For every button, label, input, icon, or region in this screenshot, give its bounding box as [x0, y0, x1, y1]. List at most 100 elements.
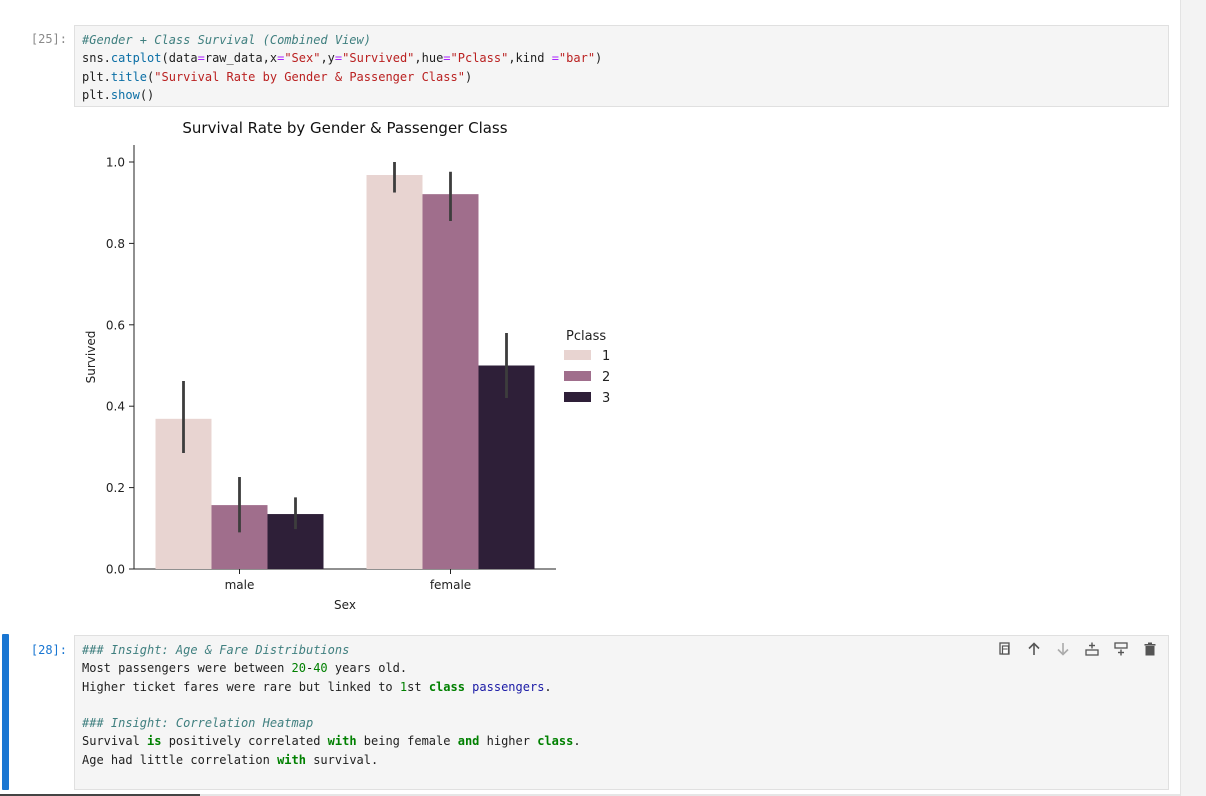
- x-tick-label: female: [430, 578, 471, 592]
- code-token: 40: [313, 661, 328, 676]
- markdown-line: ### Insight: Age & Fare Distributions: [82, 641, 581, 659]
- code-token: Higher ticket fares were rare but linked…: [82, 679, 400, 694]
- legend-label-1: 1: [602, 349, 610, 364]
- y-axis-label: Survived: [84, 331, 98, 384]
- y-tick-label: 0.4: [106, 400, 125, 414]
- code-token: with: [327, 734, 357, 749]
- code-token: =: [443, 51, 451, 66]
- code-token: (): [139, 87, 155, 102]
- code-token: ,kind: [508, 51, 552, 66]
- code-token: ### Insight: Age & Fare Distributions: [82, 643, 350, 657]
- code-token: 1: [399, 679, 408, 694]
- bar-female-class-1: [366, 175, 423, 570]
- code-cell-25[interactable]: #Gender + Class Survival (Combined View)…: [74, 25, 1169, 107]
- x-axis-label: Sex: [334, 598, 356, 612]
- cell-prompt-25: [25]:: [30, 32, 67, 46]
- code-line: sns.catplot(data=raw_data,x="Sex",y="Sur…: [82, 49, 602, 67]
- code-token: class: [537, 734, 574, 749]
- arrow-up-icon[interactable]: [1025, 640, 1043, 658]
- code-token: and: [457, 734, 480, 749]
- markdown-line: Most passengers were between 20-40 years…: [82, 659, 581, 677]
- x-tick-label: male: [225, 578, 255, 592]
- vertical-scrollbar[interactable]: [1180, 0, 1206, 796]
- code-token: "Sex": [284, 51, 321, 66]
- markdown-line: Age had little correlation with survival…: [82, 751, 581, 769]
- legend-swatch-1: [564, 350, 591, 360]
- code-line: #Gender + Class Survival (Combined View): [82, 31, 602, 49]
- survival-bar-chart: Survival Rate by Gender & Passenger Clas…: [84, 119, 610, 612]
- code-token: higher: [479, 734, 538, 749]
- code-token: =: [277, 51, 285, 66]
- code-token: is: [147, 734, 162, 749]
- bar-female-class-3: [478, 365, 535, 569]
- code-token: (data: [161, 51, 198, 66]
- chart-title: Survival Rate by Gender & Passenger Clas…: [182, 119, 507, 137]
- code-token: .: [573, 734, 581, 749]
- legend-label-2: 2: [602, 370, 610, 385]
- markdown-cell-28[interactable]: ### Insight: Age & Fare Distributions Mos…: [74, 635, 1169, 790]
- legend-title: Pclass: [566, 329, 606, 344]
- code-token: (: [147, 69, 155, 84]
- code-token: =: [551, 51, 559, 66]
- code-token: -: [305, 661, 314, 676]
- code-token: [82, 698, 89, 712]
- markdown-line: ### Insight: Correlation Heatmap: [82, 714, 581, 732]
- cell-prompt-28: [28]:: [30, 643, 67, 657]
- code-token: show: [110, 87, 140, 102]
- y-tick-label: 0.2: [106, 481, 125, 495]
- code-token: being female: [356, 734, 458, 749]
- markdown-line: [82, 696, 581, 714]
- insert-above-icon[interactable]: [1083, 640, 1101, 658]
- code-line: plt.title("Survival Rate by Gender & Pas…: [82, 68, 602, 86]
- code-token: =: [197, 51, 205, 66]
- code-token: ,y: [320, 51, 335, 66]
- code-lines-25: #Gender + Class Survival (Combined View)…: [82, 31, 602, 104]
- code-token: plt.: [82, 87, 111, 102]
- code-token: "Pclass": [450, 51, 509, 66]
- horizontal-scrollbar[interactable]: [0, 794, 1180, 796]
- cell-toolbar: [996, 640, 1159, 658]
- code-token: ,hue: [414, 51, 444, 66]
- markdown-line: Survival is positively correlated with b…: [82, 732, 581, 750]
- code-token: title: [110, 69, 148, 84]
- code-token: passengers: [472, 679, 545, 694]
- code-token: class: [428, 679, 465, 694]
- code-token: ): [595, 51, 603, 66]
- y-tick-label: 0.8: [106, 237, 125, 251]
- code-token: years old.: [327, 661, 408, 676]
- code-token: 20: [291, 661, 306, 676]
- code-line: plt.show(): [82, 86, 602, 104]
- legend-swatch-2: [564, 371, 591, 381]
- code-token: ): [464, 69, 473, 84]
- code-lines-28: ### Insight: Age & Fare Distributions Mos…: [82, 641, 581, 769]
- code-token: with: [277, 752, 306, 767]
- y-tick-label: 0.0: [106, 563, 125, 577]
- code-token: survival.: [305, 752, 379, 767]
- bar-female-class-2: [422, 194, 479, 569]
- active-cell-indicator: [2, 634, 9, 790]
- insert-below-icon[interactable]: [1112, 640, 1130, 658]
- code-token: raw_data,x: [204, 51, 278, 66]
- code-token: =: [334, 51, 343, 66]
- y-tick-label: 1.0: [106, 156, 125, 170]
- code-token: Survival: [82, 734, 148, 749]
- code-token: sns.: [82, 51, 111, 66]
- legend-label-3: 3: [602, 391, 610, 406]
- code-token: positively correlated: [161, 734, 328, 749]
- code-token: Age had little correlation: [82, 752, 278, 767]
- code-token: .: [544, 679, 552, 694]
- copy-icon[interactable]: [996, 640, 1014, 658]
- code-token: "Survival Rate by Gender & Passenger Cla…: [154, 69, 465, 84]
- code-token: "bar": [558, 51, 596, 66]
- markdown-line: Higher ticket fares were rare but linked…: [82, 678, 581, 696]
- code-token: st: [407, 679, 429, 694]
- code-token: #Gender + Class Survival (Combined View): [82, 33, 371, 47]
- trash-icon[interactable]: [1141, 640, 1159, 658]
- scrollbar-thumb[interactable]: [0, 794, 200, 796]
- legend-swatch-3: [564, 392, 591, 402]
- arrow-down-icon[interactable]: [1054, 640, 1072, 658]
- code-token: ### Insight: Correlation Heatmap: [82, 716, 314, 731]
- code-token: plt.: [82, 69, 111, 84]
- y-tick-label: 0.6: [106, 318, 125, 332]
- code-token: "Survived": [342, 51, 415, 66]
